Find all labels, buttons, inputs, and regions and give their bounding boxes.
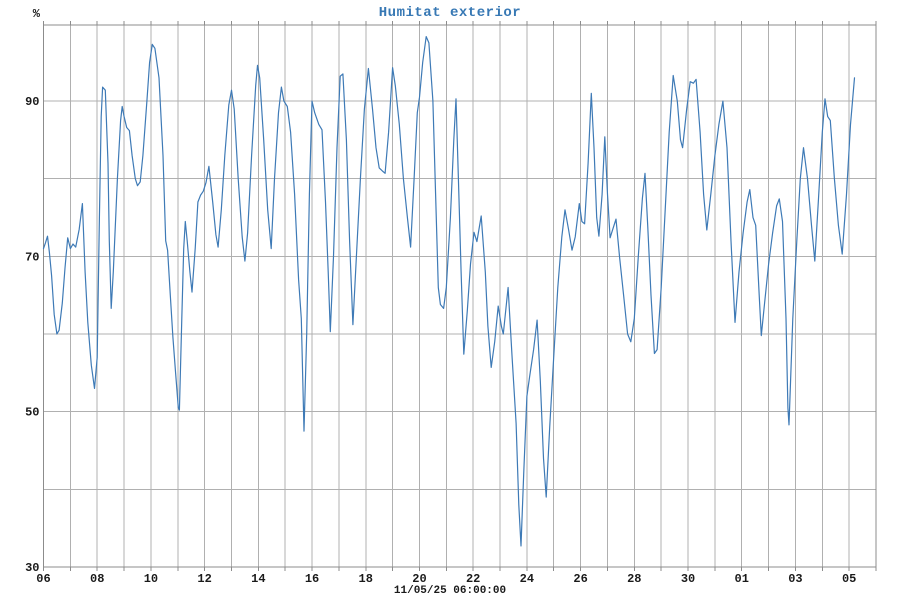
x-axis-tick-label: 01 xyxy=(735,572,749,586)
x-axis-tick-label: 30 xyxy=(681,572,695,586)
chart-title: Humitat exterior xyxy=(379,5,521,21)
x-axis-tick-label: 06 xyxy=(36,572,50,586)
x-axis-tick-label: 14 xyxy=(251,572,265,586)
x-axis-tick-label: 26 xyxy=(573,572,587,586)
footer-timestamp: 11/05/25 06:00:00 xyxy=(394,585,506,597)
x-axis-tick-label: 10 xyxy=(144,572,158,586)
grid-layer xyxy=(43,21,877,571)
humidity-series-line xyxy=(42,35,856,547)
axis-label-layer: 06 08 10 12 14 16 18 20 22 24 26 28 30 01 03 05 90 70 50 30 xyxy=(25,95,856,586)
x-axis-tick-label: 08 xyxy=(90,572,104,586)
y-axis-tick-label: 90 xyxy=(25,95,39,109)
x-axis-tick-label: 22 xyxy=(466,572,480,586)
y-axis-tick-label: 50 xyxy=(25,406,39,420)
x-axis-tick-label: 18 xyxy=(359,572,373,586)
x-axis-tick-label: 28 xyxy=(627,572,641,586)
x-axis-tick-label: 05 xyxy=(842,572,856,586)
x-axis-tick-label: 24 xyxy=(520,572,534,586)
x-axis-tick-label: 20 xyxy=(412,572,426,586)
x-axis-tick-label: 16 xyxy=(305,572,319,586)
y-axis-tick-label: 70 xyxy=(25,250,39,264)
plot-frame xyxy=(43,24,877,568)
y-axis-unit-label: % xyxy=(33,7,41,21)
y-axis-tick-label: 30 xyxy=(25,561,39,575)
x-axis-tick-label: 03 xyxy=(788,572,802,586)
series-layer xyxy=(42,35,856,547)
x-axis-tick-label: 12 xyxy=(197,572,211,586)
